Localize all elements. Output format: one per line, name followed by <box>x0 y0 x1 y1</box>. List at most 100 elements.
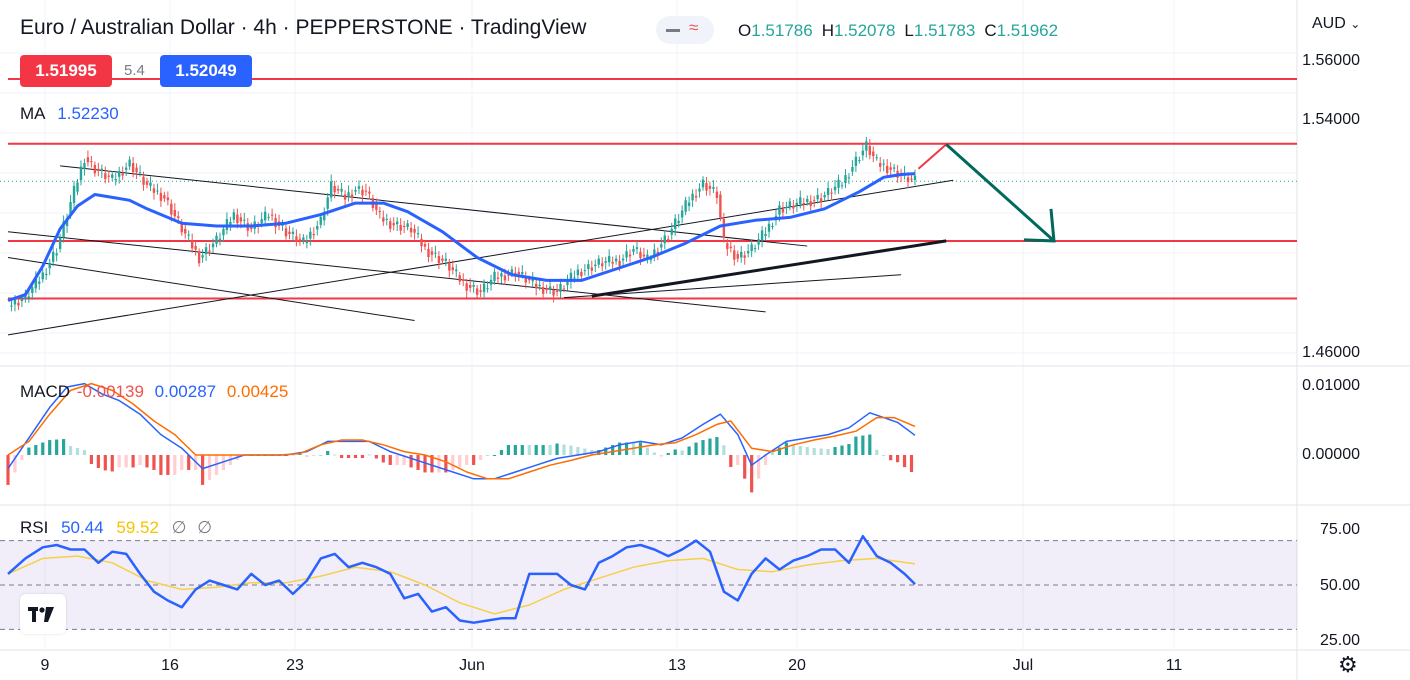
candle-body <box>281 224 284 226</box>
macd-histogram-bar <box>145 455 149 468</box>
candle-body <box>826 188 830 196</box>
candle-body <box>879 163 882 167</box>
macd-histogram-bar <box>6 455 10 485</box>
rsi-legend[interactable]: RSI 50.44 59.52 ∅ ∅ <box>20 518 212 538</box>
candle-body <box>785 206 788 208</box>
candle-body <box>382 217 385 222</box>
candle-body <box>184 228 187 234</box>
candle-body <box>361 189 364 196</box>
macd-histogram-bar <box>715 437 719 455</box>
macd-histogram-bar <box>340 455 344 458</box>
macd-histogram-bar <box>131 455 135 468</box>
candle-body <box>621 258 625 261</box>
macd-histogram-bar <box>819 448 823 455</box>
candle-body <box>336 188 340 191</box>
candle-body <box>229 222 232 225</box>
candle-body <box>545 288 548 291</box>
ohlc-value-l: 1.51783 <box>913 21 976 40</box>
macd-name: MACD <box>20 382 71 401</box>
candle-body <box>753 248 757 250</box>
macd-histogram-bar <box>611 445 615 455</box>
candle-body <box>298 238 302 240</box>
trendline <box>7 257 415 321</box>
candle-body <box>524 276 527 283</box>
candle-body <box>69 201 72 215</box>
candle-body <box>180 222 183 233</box>
candle-body <box>861 150 865 156</box>
macd-histogram-bar <box>701 440 705 455</box>
ma-value: 1.52230 <box>57 104 119 123</box>
macd-histogram-bar <box>367 454 371 456</box>
macd-histogram-bar <box>138 455 142 465</box>
sell-button[interactable]: 1.51995 <box>20 55 112 87</box>
rsi-axis-label: 75.00 <box>1319 521 1360 538</box>
candle-body <box>97 168 100 172</box>
macd-histogram-bar <box>110 455 114 472</box>
macd-histogram-bar <box>395 455 399 465</box>
tradingview-logo[interactable] <box>20 594 66 634</box>
candle-body <box>865 141 868 151</box>
macd-histogram-bar <box>694 442 698 455</box>
candle-body <box>670 228 673 235</box>
candle-body <box>531 278 534 282</box>
candle-body <box>329 181 333 198</box>
macd-histogram-bar <box>527 445 531 455</box>
ma-legend[interactable]: MA 1.52230 <box>20 104 119 124</box>
candle-body <box>614 258 618 262</box>
currency-selector[interactable]: AUD ⌄ <box>1312 15 1360 33</box>
macd-histogram-bar <box>353 455 358 458</box>
macd-histogram-bar <box>152 455 156 470</box>
candle-body <box>667 238 670 240</box>
candle-body <box>587 264 590 269</box>
data-window-toggle[interactable]: ≈ <box>656 16 714 44</box>
macd-histogram-bar <box>833 447 837 455</box>
time-axis-label: Jul <box>1012 657 1034 674</box>
candle-body <box>392 223 395 226</box>
candle-body <box>343 194 347 200</box>
candle-body <box>889 167 892 170</box>
candle-body <box>236 214 239 224</box>
candle-body <box>76 182 79 192</box>
macd-histogram-bar <box>861 435 865 455</box>
ohlc-key-o: O <box>738 21 752 40</box>
candle-body <box>833 186 837 191</box>
candle-body <box>590 267 593 271</box>
candle-body <box>708 185 712 189</box>
macd-histogram-bar <box>583 448 587 455</box>
candle-body <box>538 284 541 287</box>
candle-body <box>684 200 687 212</box>
buy-button[interactable]: 1.52049 <box>160 55 252 87</box>
candle-body <box>284 228 288 237</box>
time-axis-label: 11 <box>1165 657 1183 674</box>
candle-body <box>350 194 354 198</box>
candle-body <box>441 258 444 261</box>
macd-histogram-bar <box>312 455 316 456</box>
candle-body <box>851 167 854 172</box>
candle-body <box>788 201 792 207</box>
macd-legend[interactable]: MACD -0.00139 0.00287 0.00425 <box>20 382 288 402</box>
time-axis-label: Jun <box>459 657 485 674</box>
candle-body <box>413 228 416 233</box>
macd-histogram-bar <box>346 455 351 458</box>
macd-histogram-bar <box>854 436 858 455</box>
candle-body <box>528 278 531 281</box>
macd-histogram-bar <box>55 439 59 455</box>
candle-body <box>746 251 750 254</box>
candle-body <box>357 186 361 189</box>
candle-body <box>646 254 649 258</box>
settings-gear-icon[interactable]: ⚙ <box>1338 652 1358 677</box>
candle-body <box>517 271 521 275</box>
candle-body <box>10 305 13 307</box>
macd-histogram-bar <box>430 455 434 473</box>
candle-body <box>750 244 753 252</box>
macd-histogram-bar <box>96 455 100 468</box>
candle-body <box>604 261 607 263</box>
macd-histogram-bar <box>736 455 740 465</box>
candle-body <box>733 250 736 260</box>
candle-body <box>309 231 312 239</box>
candle-body <box>639 251 642 259</box>
rsi-ma-value: 59.52 <box>116 518 159 537</box>
candle-body <box>187 234 190 236</box>
candle-body <box>910 178 913 180</box>
candle-body <box>906 177 910 183</box>
